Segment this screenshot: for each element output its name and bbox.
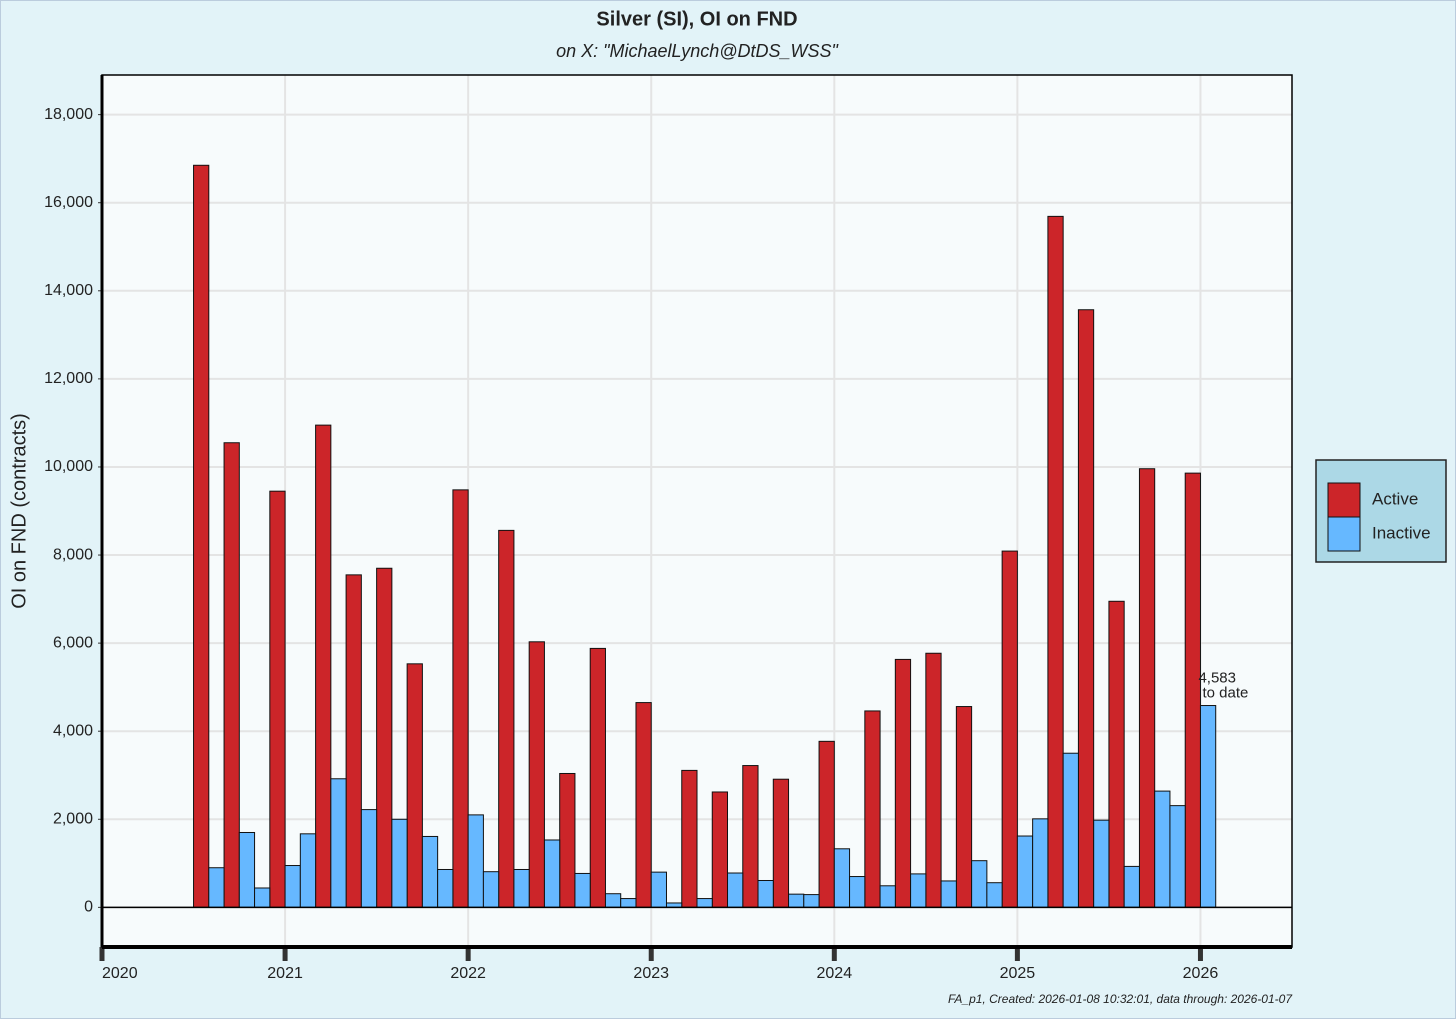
bar [528, 641, 545, 908]
bar [589, 647, 606, 908]
bar [803, 894, 820, 908]
y-tick-label: 8,000 [53, 546, 93, 563]
bar [1184, 472, 1201, 908]
x-tick-label: 2024 [817, 965, 853, 982]
value-label: 4,583 [1198, 669, 1236, 686]
bar [1108, 600, 1125, 908]
bar [559, 772, 576, 908]
bar [1169, 805, 1186, 908]
bar [1154, 790, 1171, 908]
bar [604, 893, 622, 908]
bar [1138, 468, 1156, 908]
bar [299, 833, 317, 908]
bar [513, 868, 530, 908]
bar [284, 865, 301, 908]
bar [543, 839, 561, 908]
footer: FA_p1, Created: 2026-01-08 10:32:01, dat… [948, 992, 1293, 1006]
y-tick-label: 14,000 [44, 282, 93, 299]
bar [376, 567, 393, 908]
bar [986, 882, 1003, 908]
bar [772, 778, 790, 908]
legend-label: Active [1372, 489, 1418, 508]
bar [238, 831, 256, 908]
bar [498, 529, 515, 908]
x-tick-label: 2025 [1000, 965, 1036, 982]
bar [1062, 752, 1079, 908]
bar [833, 848, 851, 908]
bar [193, 164, 210, 908]
bar [742, 765, 759, 908]
y-tick-label: 6,000 [53, 634, 93, 651]
x-tick-label: 2021 [267, 965, 303, 982]
bar [1123, 865, 1140, 908]
legend-key [1327, 482, 1361, 518]
bar [894, 658, 912, 908]
bar [452, 489, 469, 908]
bar [849, 876, 866, 908]
bar [757, 879, 774, 908]
x-tick-label: 2026 [1183, 965, 1219, 982]
bar [864, 710, 881, 908]
legend: Active Inactive [1315, 459, 1447, 563]
bar [925, 652, 942, 908]
bar [1001, 550, 1018, 908]
y-axis-label: OI on FND (contracts) [8, 413, 30, 609]
bar [1032, 818, 1049, 908]
chart-title: Silver (SI), OI on FND [596, 8, 797, 30]
x-tick-label: 2022 [450, 965, 486, 982]
x-tick-label: 2023 [633, 965, 669, 982]
bar [467, 814, 484, 908]
bar [315, 424, 332, 908]
bar [818, 740, 835, 908]
bar [421, 835, 439, 908]
bar [910, 873, 927, 908]
bar [940, 880, 957, 908]
y-tick-label: 0 [84, 899, 93, 916]
y-tick-label: 12,000 [44, 370, 93, 387]
bar [269, 490, 286, 908]
bar [788, 893, 805, 908]
y-tick-label: 4,000 [53, 722, 93, 739]
bar [254, 887, 271, 908]
y-tick-label: 18,000 [44, 106, 93, 123]
bar [1077, 309, 1095, 908]
bar [345, 574, 362, 908]
bar [406, 663, 423, 908]
bar [437, 868, 454, 908]
bar [727, 872, 744, 908]
y-tick-label: 16,000 [44, 194, 93, 211]
bar [1047, 215, 1064, 908]
annotation: to date [1202, 684, 1248, 701]
bar [635, 702, 652, 908]
x-tick-label: 2020 [102, 965, 138, 982]
bar [208, 867, 225, 908]
bar [1093, 819, 1110, 908]
legend-label: Inactive [1372, 523, 1431, 542]
legend-key [1327, 516, 1361, 552]
bar [711, 791, 729, 908]
bar [879, 885, 896, 908]
bar [1199, 705, 1217, 908]
bar [482, 871, 500, 908]
bar [574, 872, 591, 908]
bar [1016, 835, 1034, 908]
bar [955, 706, 973, 908]
y-tick-label: 10,000 [44, 458, 93, 475]
bar [360, 809, 378, 908]
axes: 0 2,000 4,000 6,000 8,000 10,000 12,000 14,000 1… [44, 74, 1293, 982]
y-tick-label: 2,000 [53, 811, 93, 828]
bar [971, 860, 988, 908]
bar [620, 898, 637, 908]
bar [650, 871, 667, 908]
panel-border [101, 74, 1293, 948]
bar [696, 898, 713, 908]
bar [330, 778, 347, 908]
bar [681, 769, 698, 908]
bar [223, 442, 240, 908]
chart-subtitle: on X: "MichaelLynch@DtDS_WSS" [556, 41, 839, 61]
bar [391, 818, 408, 908]
